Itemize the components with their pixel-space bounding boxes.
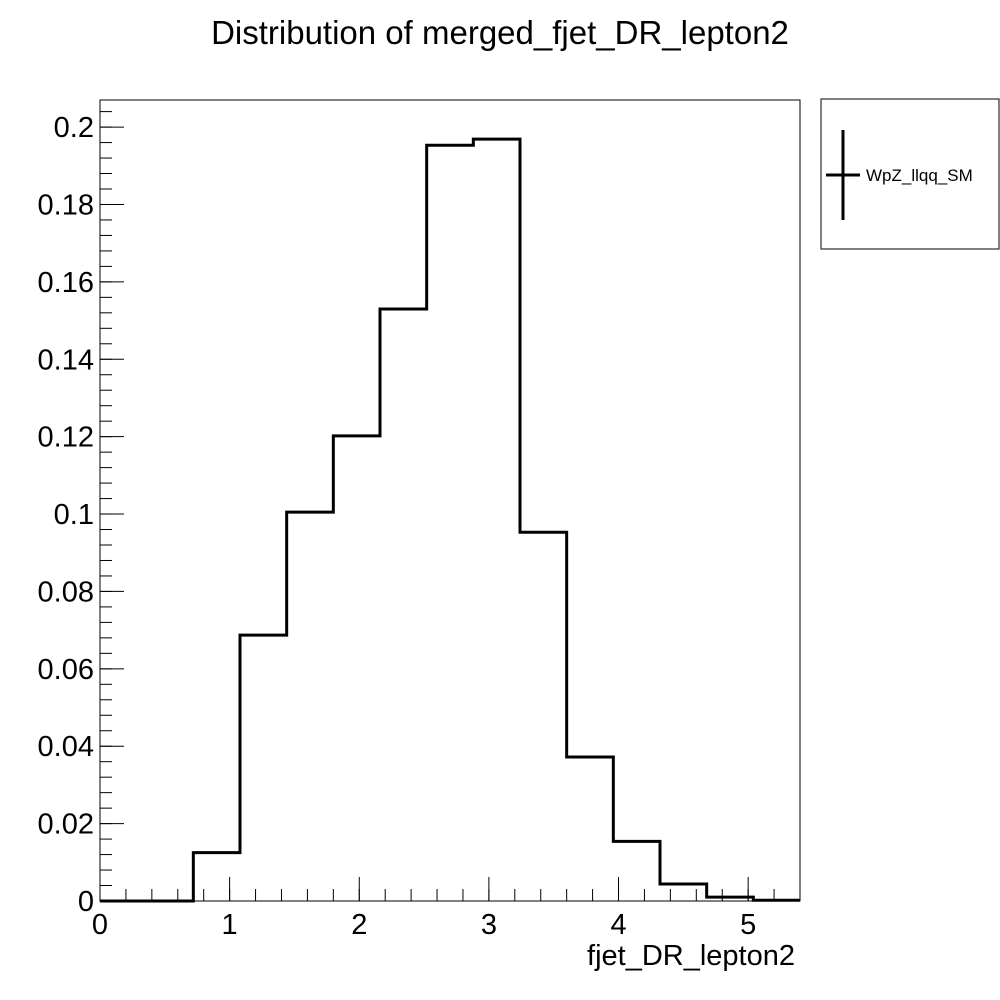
x-tick-label: 5 (740, 909, 756, 941)
x-tick-label: 2 (351, 909, 367, 941)
legend-entry-label: WpZ_llqq_SM (866, 166, 973, 185)
histogram-bin (193, 853, 240, 901)
y-tick-label: 0.12 (38, 422, 94, 454)
y-tick-label: 0.06 (38, 654, 94, 686)
y-tick-label: 0.18 (38, 189, 94, 221)
y-tick-label: 0 (78, 886, 94, 918)
histogram-bin (287, 512, 334, 901)
histogram-bin (613, 841, 660, 901)
plot-frame (99, 99, 801, 902)
y-tick-label: 0.02 (38, 809, 94, 841)
histogram-bin (427, 145, 474, 901)
y-tick-label: 0.1 (54, 499, 94, 531)
histogram-bin (473, 139, 520, 901)
x-tick-label: 3 (481, 909, 497, 941)
histogram-bins (193, 139, 800, 901)
y-axis: 0 0.02 0.04 0.06 0.08 0.1 0.12 0.14 0.16 0.18 0.2 (38, 111, 124, 918)
y-tick-label: 0.04 (38, 731, 94, 763)
x-axis-label: fjet_DR_lepton2 (587, 940, 795, 972)
y-tick-label: 0.16 (38, 267, 94, 299)
histogram-bin (567, 757, 614, 901)
y-tick-label: 0.14 (38, 344, 94, 376)
x-tick-label: 0 (92, 909, 108, 941)
x-tick-label: 4 (610, 909, 626, 941)
y-tick-label: 0.2 (54, 112, 94, 144)
x-tick-label: 1 (222, 909, 238, 941)
histogram-bin (520, 532, 567, 901)
histogram-bin (333, 436, 380, 901)
histogram-bin (380, 309, 427, 901)
legend: WpZ_llqq_SM (820, 98, 1000, 250)
x-axis: 0 1 2 3 4 5 (92, 877, 801, 941)
histogram-bin (240, 635, 287, 901)
chart-title: Distribution of merged_fjet_DR_lepton2 (211, 14, 789, 51)
y-tick-label: 0.08 (38, 576, 94, 608)
histogram-outline (100, 137, 800, 903)
histogram-bin (660, 884, 707, 901)
